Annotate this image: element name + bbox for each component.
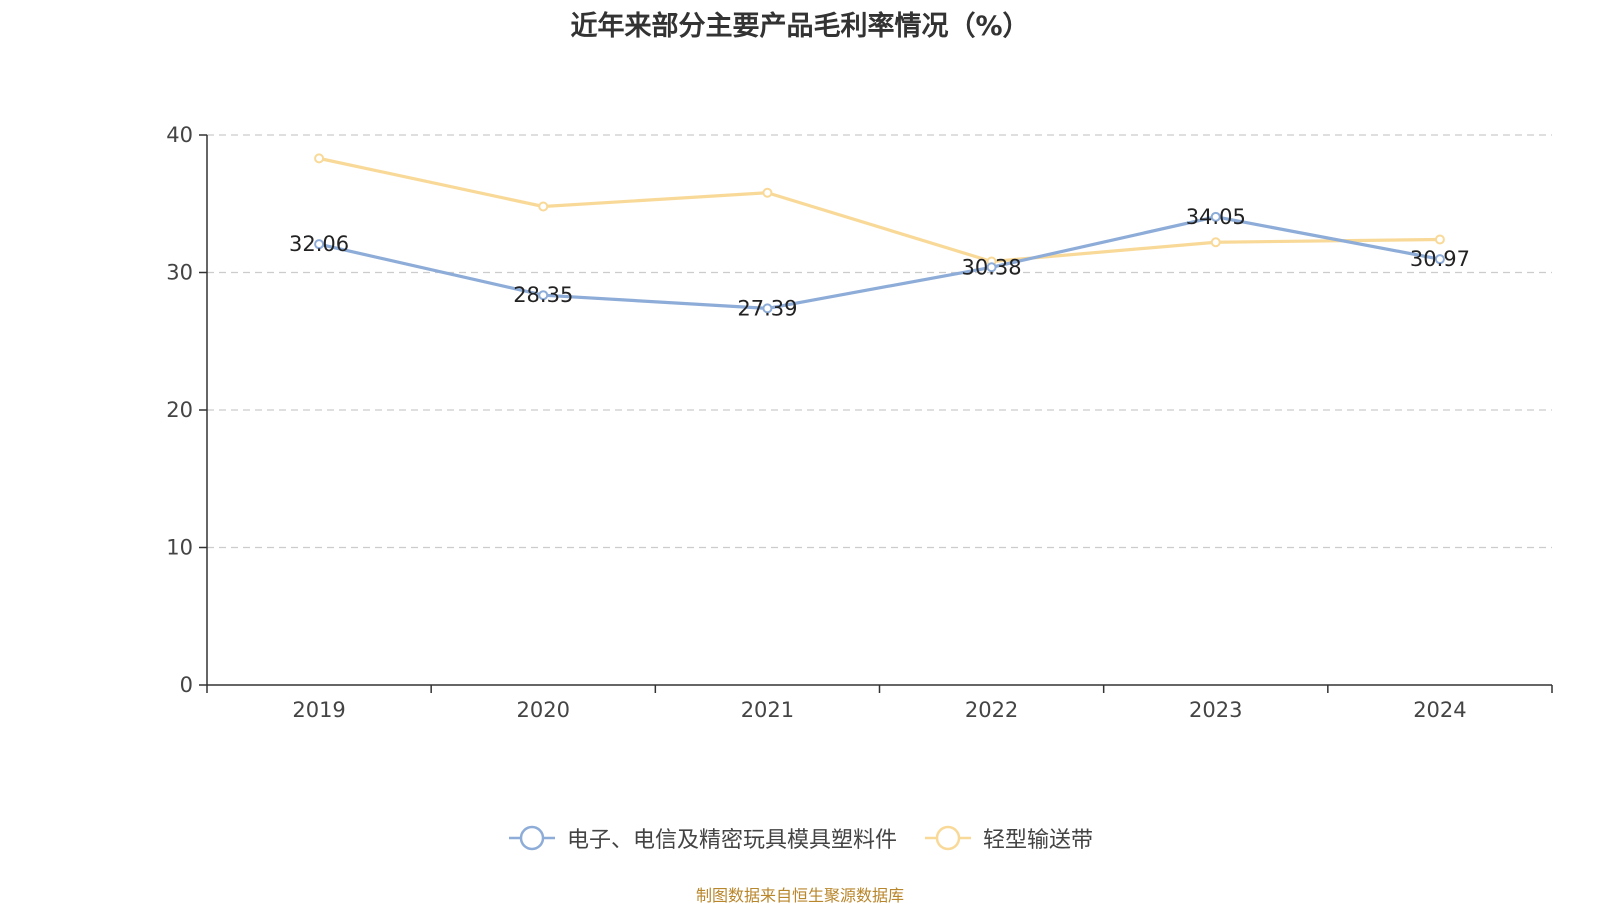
- chart-legend: 电子、电信及精密玩具模具塑料件 轻型输送带: [0, 822, 1600, 854]
- source-note: 制图数据来自恒生聚源数据库: [695, 886, 904, 905]
- series-1-point-2019: [314, 239, 325, 250]
- data-label-2021: 27.39: [737, 296, 797, 320]
- x-tick-label-2020: 2020: [517, 698, 570, 722]
- series-1-point-2021: [762, 303, 773, 314]
- series-2-point-2024: [1434, 234, 1445, 245]
- series-1-point-2024: [1434, 254, 1445, 265]
- series-line-2: [318, 156, 1440, 264]
- series-line-1: [318, 215, 1441, 310]
- series-2-point-2021: [762, 187, 773, 198]
- data-label-2019: 32.06: [289, 232, 349, 256]
- series-2-point-2019: [314, 153, 325, 164]
- x-tick-label-2024: 2024: [1413, 698, 1466, 722]
- data-label-2022: 30.38: [962, 255, 1022, 279]
- x-tick-label-2021: 2021: [741, 698, 794, 722]
- y-tick-label-20: 20: [166, 398, 193, 422]
- legend-item-series-2[interactable]: 轻型输送带: [923, 822, 1093, 854]
- legend-marker-series-2: [925, 825, 971, 851]
- x-tick-label-2023: 2023: [1189, 698, 1242, 722]
- y-tick-label-30: 30: [166, 261, 193, 285]
- series-1-point-2020: [538, 290, 549, 301]
- legend-item-series-1[interactable]: 电子、电信及精密玩具模具塑料件: [507, 822, 897, 854]
- legend-marker-series-1: [508, 825, 555, 851]
- series-2-point-2023: [1210, 237, 1221, 248]
- data-label-2024: 30.97: [1410, 247, 1470, 271]
- x-tick-label-2022: 2022: [965, 698, 1018, 722]
- y-tick-label-40: 40: [166, 123, 193, 147]
- data-label-2023: 34.05: [1186, 205, 1246, 229]
- y-tick-label-0: 0: [180, 673, 193, 697]
- x-tick-label-2019: 2019: [292, 698, 345, 722]
- data-label-2020: 28.35: [513, 283, 573, 307]
- series-1-point-2023: [1210, 211, 1221, 222]
- series-1-point-2022: [986, 262, 997, 273]
- legend-label-series-1: 电子、电信及精密玩具模具塑料件: [566, 828, 897, 853]
- legend-label-series-2: 轻型输送带: [983, 828, 1094, 853]
- chart-title: 近年来部分主要产品毛利率情况（%）: [570, 11, 1030, 42]
- series-2-point-2020: [538, 201, 549, 212]
- y-tick-label-10: 10: [166, 536, 193, 560]
